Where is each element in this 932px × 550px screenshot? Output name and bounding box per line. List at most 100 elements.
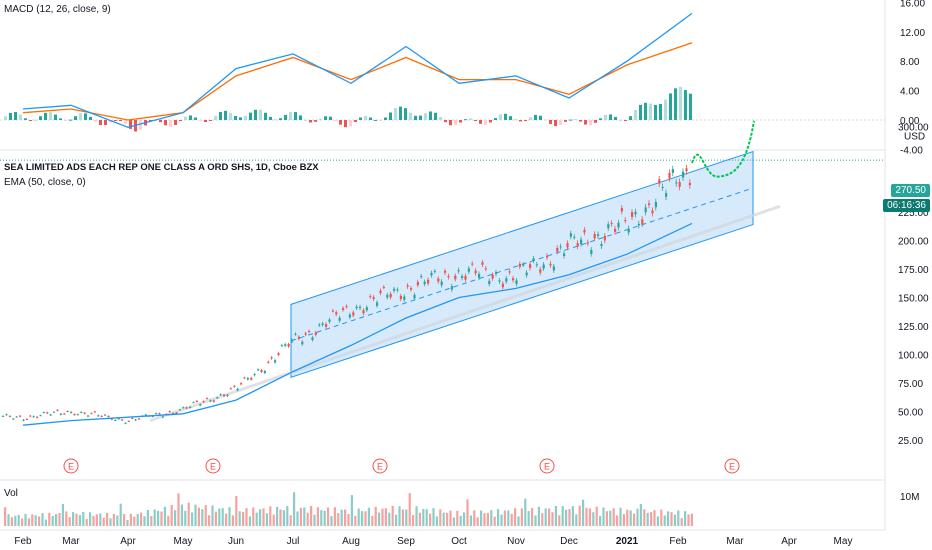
price-candle <box>121 419 124 421</box>
volume-bar <box>374 506 377 526</box>
macd-histogram-bar <box>284 114 287 120</box>
price-axis-tick-label: 50.00 <box>898 408 923 419</box>
volume-bar <box>469 515 472 526</box>
macd-histogram-bar <box>49 112 52 120</box>
countdown-badge: 06:16:36 <box>883 199 930 212</box>
price-axis-tick-label: 300.00 <box>898 123 929 134</box>
price-candle <box>454 275 457 280</box>
volume-bar <box>388 512 391 526</box>
volume-bar <box>381 508 384 526</box>
price-candle <box>556 247 559 252</box>
price-candle <box>134 419 137 421</box>
price-candle <box>393 288 396 291</box>
macd-histogram-bar <box>549 120 552 124</box>
macd-histogram-bar <box>24 118 27 120</box>
price-candle <box>257 369 260 371</box>
macd-label[interactable]: MACD (12, 26, close, 9) <box>4 4 111 15</box>
volume-bar <box>126 520 129 526</box>
volume-bar <box>313 514 316 526</box>
volume-bar <box>425 509 428 526</box>
volume-bar <box>690 513 693 526</box>
volume-bar <box>337 513 340 526</box>
price-candle <box>63 413 66 415</box>
price-candle <box>246 378 249 380</box>
price-candle <box>66 411 69 413</box>
macd-histogram-bar <box>119 120 122 121</box>
macd-histogram-bar <box>304 119 307 121</box>
price-candle <box>481 262 484 265</box>
price-candle <box>369 296 372 298</box>
price-candle <box>386 294 389 298</box>
volume-bar <box>364 511 367 526</box>
macd-histogram-bar <box>19 114 22 120</box>
price-candle <box>416 282 419 286</box>
volume-bar <box>684 511 687 526</box>
volume-bar <box>95 514 98 526</box>
volume-bar <box>582 499 585 526</box>
price-candle <box>104 414 107 416</box>
macd-histogram-bar <box>494 118 497 120</box>
price-candle <box>32 416 35 418</box>
macd-histogram-bar <box>229 112 232 120</box>
price-candle <box>53 411 56 413</box>
volume-bar <box>82 511 85 526</box>
price-candle <box>348 314 351 318</box>
price-candle <box>206 398 209 400</box>
price-candle <box>607 224 610 229</box>
price-candle <box>549 263 552 266</box>
volume-bar <box>449 510 452 526</box>
volume-bar <box>367 507 370 526</box>
price-candle <box>127 420 130 422</box>
volume-bar <box>221 508 224 526</box>
volume-bar <box>174 510 177 526</box>
macd-histogram-bar <box>689 93 692 120</box>
volume-bar <box>558 515 561 526</box>
volume-bar <box>333 507 336 526</box>
price-candle <box>535 264 538 266</box>
projection-path <box>691 120 755 178</box>
volume-bar <box>306 512 309 526</box>
price-candle <box>338 317 341 321</box>
macd-histogram-bar <box>424 113 427 120</box>
price-candle <box>617 222 620 228</box>
volume-bar <box>575 514 578 526</box>
macd-histogram-bar <box>529 117 532 120</box>
price-candle <box>182 407 185 409</box>
volume-bar <box>310 505 313 526</box>
price-candle <box>229 388 232 390</box>
symbol-title[interactable]: SEA LIMITED ADS EACH REP ONE CLASS A ORD… <box>4 162 319 173</box>
macd-histogram-bar <box>174 120 177 125</box>
price-candle <box>219 394 222 396</box>
volume-bar <box>150 516 153 526</box>
macd-histogram-bar <box>239 117 242 120</box>
price-candle <box>314 332 317 335</box>
price-candle <box>202 401 205 403</box>
price-candle <box>586 242 589 244</box>
volume-label[interactable]: Vol <box>4 488 18 499</box>
macd-histogram-bar <box>559 120 562 125</box>
macd-histogram-bar <box>394 108 397 120</box>
price-candle <box>56 409 59 411</box>
macd-histogram-bar <box>199 120 202 121</box>
earnings-marker-label: E <box>729 462 735 472</box>
macd-histogram-bar <box>534 114 537 120</box>
price-candle <box>59 413 62 415</box>
price-candle <box>138 418 141 420</box>
price-candle <box>22 419 25 421</box>
time-axis-label: Nov <box>507 536 525 547</box>
volume-bar <box>31 514 34 526</box>
macd-histogram-bar <box>274 119 277 121</box>
price-candle <box>233 385 236 387</box>
price-candle <box>42 412 45 414</box>
price-candle <box>189 406 192 408</box>
volume-bar <box>653 510 656 526</box>
volume-bar <box>633 513 636 526</box>
price-candle <box>406 285 409 287</box>
macd-axis-tick-label: -4.00 <box>900 145 923 156</box>
ema-label[interactable]: EMA (50, close, 0) <box>4 177 86 188</box>
volume-bar <box>595 506 598 526</box>
volume-bar <box>160 511 163 526</box>
price-candle <box>110 418 113 420</box>
volume-bar <box>517 516 520 526</box>
